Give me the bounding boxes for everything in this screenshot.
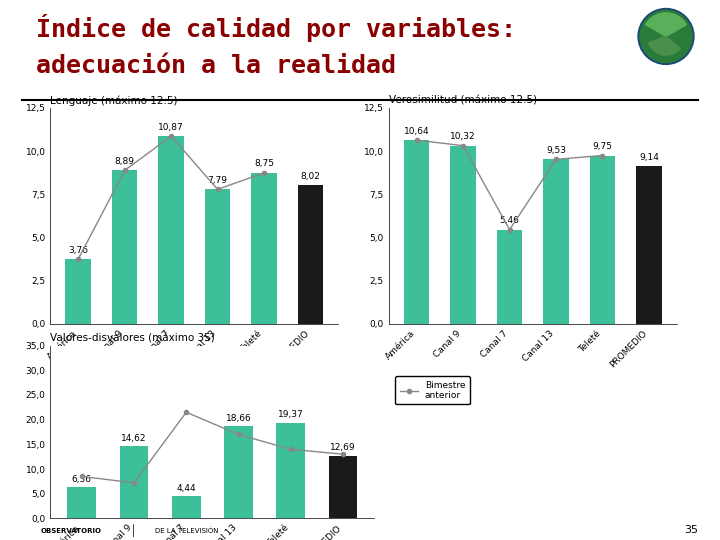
Bar [328, 456, 357, 518]
Text: Índice de calidad por variables:: Índice de calidad por variables: [36, 14, 516, 42]
Text: 3,76: 3,76 [68, 246, 89, 255]
Text: 19,37: 19,37 [278, 410, 304, 420]
Bar [251, 173, 277, 324]
Wedge shape [649, 36, 680, 55]
Bar [172, 496, 201, 518]
Bar [112, 171, 138, 324]
Bar [298, 185, 323, 324]
Bar [158, 136, 184, 324]
Legend: Bimestre
anterior: Bimestre anterior [395, 376, 470, 404]
Text: 4,44: 4,44 [176, 484, 196, 493]
Circle shape [640, 10, 692, 63]
Text: 14,62: 14,62 [121, 434, 147, 443]
Text: Verosimilitud (máximo 12.5): Verosimilitud (máximo 12.5) [389, 96, 537, 106]
Bar [276, 423, 305, 518]
Text: 8,89: 8,89 [114, 157, 135, 166]
Text: 10,32: 10,32 [450, 132, 476, 141]
Text: 35: 35 [685, 524, 698, 535]
Bar [224, 426, 253, 518]
Text: 18,66: 18,66 [225, 414, 251, 423]
Text: 10,87: 10,87 [158, 123, 184, 132]
Text: 6,36: 6,36 [72, 475, 91, 483]
Bar [497, 230, 522, 324]
Text: 8,02: 8,02 [300, 172, 320, 181]
Bar [68, 487, 96, 518]
Text: 12,69: 12,69 [330, 443, 356, 453]
Bar [66, 259, 91, 324]
Text: 9,75: 9,75 [593, 142, 613, 151]
Wedge shape [646, 13, 686, 36]
Text: 9,53: 9,53 [546, 146, 566, 155]
Bar [544, 159, 569, 324]
Bar [120, 446, 148, 518]
Bar [205, 190, 230, 324]
Text: OBSERVATORIO: OBSERVATORIO [40, 528, 102, 534]
Text: 7,79: 7,79 [207, 176, 228, 185]
Text: 8,75: 8,75 [254, 159, 274, 168]
Text: adecuación a la realidad: adecuación a la realidad [36, 54, 396, 78]
Text: 5,46: 5,46 [500, 217, 520, 225]
Bar [404, 140, 429, 324]
Text: Valores-disvalores (máximo 35): Valores-disvalores (máximo 35) [50, 333, 215, 343]
Bar [450, 146, 476, 324]
Text: 10,64: 10,64 [404, 127, 430, 136]
Text: 9,14: 9,14 [639, 153, 659, 162]
Text: Lenguaje (máximo 12.5): Lenguaje (máximo 12.5) [50, 96, 178, 106]
Circle shape [638, 9, 694, 64]
Text: DE LA TELEVISIÓN: DE LA TELEVISIÓN [155, 527, 218, 534]
Bar [590, 156, 616, 324]
Bar [636, 166, 662, 324]
